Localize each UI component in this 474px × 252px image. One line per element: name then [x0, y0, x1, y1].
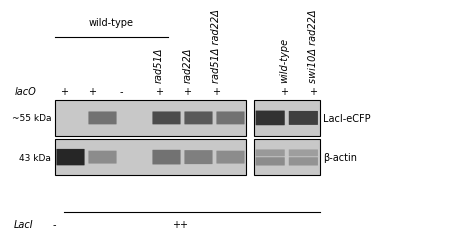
FancyBboxPatch shape — [89, 151, 117, 164]
Text: swi10Δ rad22Δ: swi10Δ rad22Δ — [308, 10, 318, 83]
Text: β-actin: β-actin — [323, 152, 357, 163]
Text: -: - — [53, 219, 56, 229]
Text: +: + — [89, 87, 96, 97]
FancyBboxPatch shape — [153, 112, 181, 125]
Text: +: + — [183, 87, 191, 97]
FancyBboxPatch shape — [255, 158, 285, 166]
Text: ~55 kDa: ~55 kDa — [12, 114, 51, 123]
FancyBboxPatch shape — [56, 149, 84, 166]
FancyBboxPatch shape — [289, 158, 318, 166]
FancyBboxPatch shape — [89, 112, 117, 125]
Text: +: + — [60, 87, 68, 97]
FancyBboxPatch shape — [184, 112, 212, 125]
Bar — [55, 140, 246, 175]
Text: rad51Δ rad22Δ: rad51Δ rad22Δ — [210, 10, 221, 83]
Text: 43 kDa: 43 kDa — [19, 153, 51, 162]
Text: lacO: lacO — [14, 87, 36, 97]
FancyBboxPatch shape — [255, 150, 285, 157]
Text: LacI-eCFP: LacI-eCFP — [323, 113, 371, 123]
Text: +: + — [281, 87, 288, 97]
Text: +: + — [309, 87, 317, 97]
FancyBboxPatch shape — [217, 151, 245, 164]
Text: +: + — [155, 87, 163, 97]
Text: -: - — [119, 87, 123, 97]
FancyBboxPatch shape — [289, 150, 318, 157]
FancyBboxPatch shape — [255, 111, 285, 126]
Text: wild-type: wild-type — [279, 38, 290, 83]
FancyBboxPatch shape — [153, 150, 181, 165]
Bar — [254, 101, 320, 136]
Text: ++: ++ — [172, 219, 188, 229]
Text: wild-type: wild-type — [89, 18, 134, 28]
FancyBboxPatch shape — [217, 112, 245, 125]
Text: rad22Δ: rad22Δ — [182, 48, 192, 83]
FancyBboxPatch shape — [289, 111, 318, 125]
Text: rad51Δ: rad51Δ — [154, 48, 164, 83]
FancyBboxPatch shape — [184, 150, 212, 165]
Bar — [254, 140, 320, 175]
Bar — [55, 101, 246, 136]
Text: LacI: LacI — [14, 219, 34, 229]
Text: +: + — [212, 87, 219, 97]
